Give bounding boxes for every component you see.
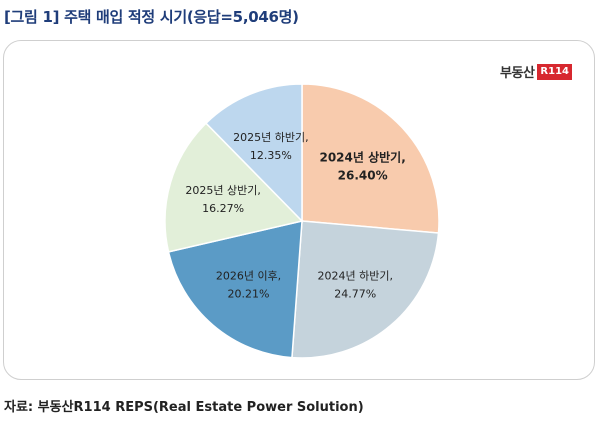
slice-value-4: 12.35%	[250, 149, 292, 162]
logo-text: 부동산	[500, 66, 535, 81]
slice-label-3: 2025년 상반기,	[185, 184, 260, 197]
slice-label-0: 2024년 상반기,	[319, 149, 405, 164]
slice-label-4: 2025년 하반기,	[233, 130, 308, 144]
slice-value-2: 20.21%	[228, 287, 270, 300]
slice-label-2: 2026년 이후,	[216, 269, 281, 282]
slice-label-1: 2024년 하반기,	[318, 269, 393, 283]
source-note: 자료: 부동산R114 REPS(Real Estate Power Solut…	[4, 400, 364, 415]
slice-value-0: 26.40%	[338, 168, 388, 182]
pie-slice-4	[204, 83, 303, 223]
pie-slice-3	[164, 122, 304, 253]
slice-value-1: 24.77%	[334, 288, 376, 301]
pie-slice-2	[167, 220, 303, 359]
slice-value-3: 16.27%	[202, 202, 244, 215]
brand-logo: 부동산 R114	[500, 62, 572, 81]
pie-slice-0	[301, 83, 440, 234]
logo-badge: R114	[537, 63, 572, 80]
pie-slice-1	[291, 220, 440, 359]
chart-title: [그림 1] 주택 매입 적정 시기(응답=5,046명)	[4, 8, 299, 26]
